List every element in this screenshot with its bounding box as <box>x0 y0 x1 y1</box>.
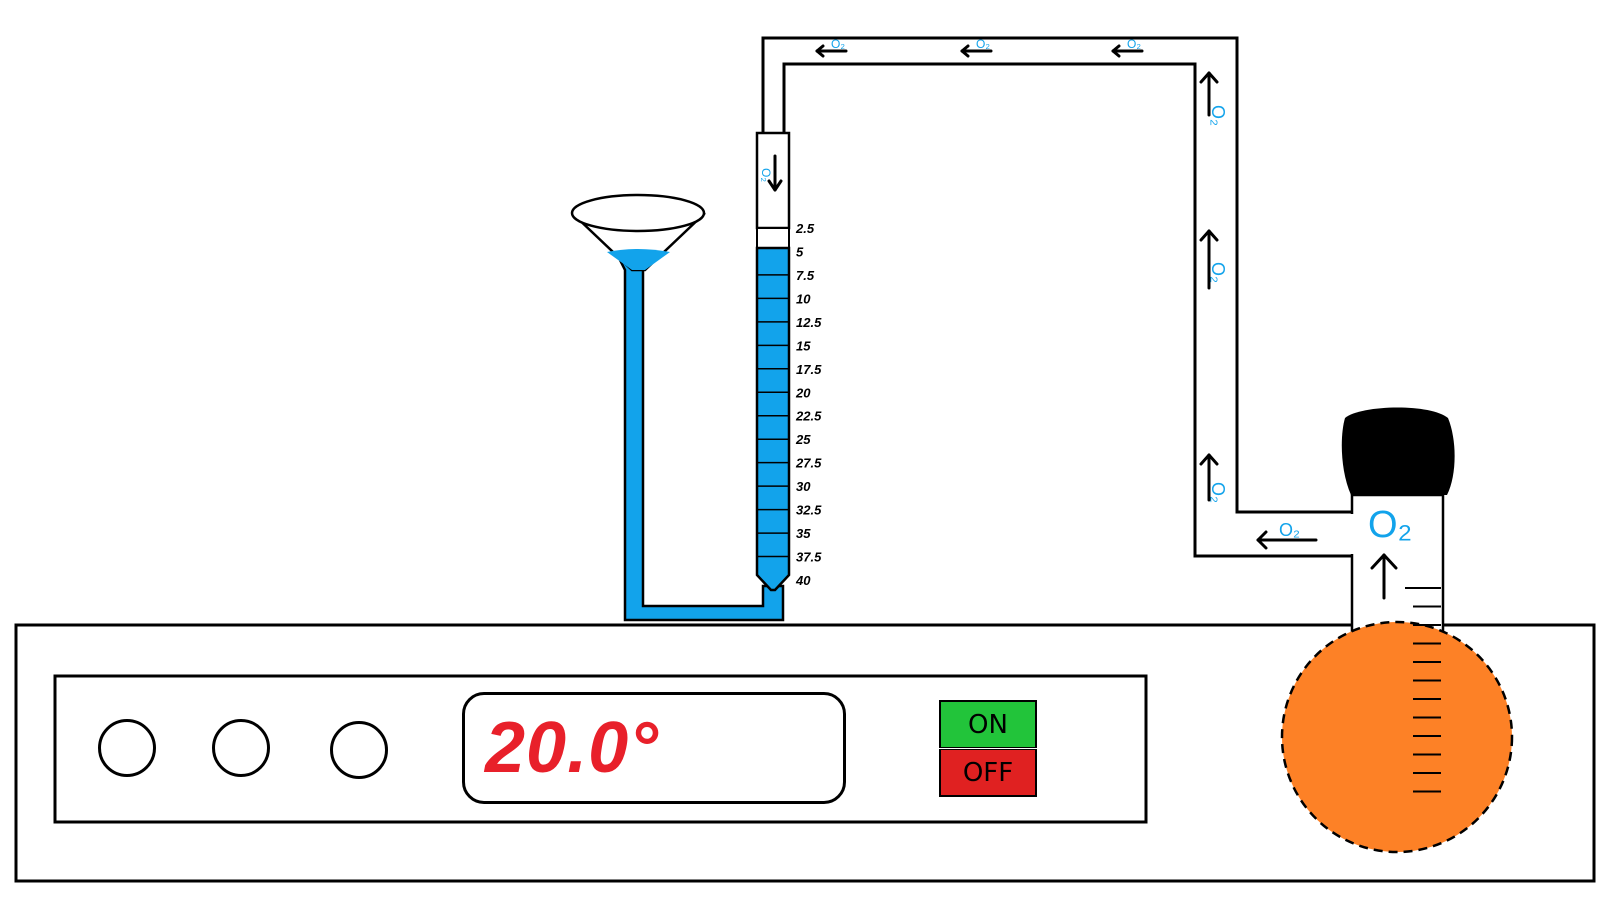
up-arrow-icon <box>1370 553 1398 600</box>
burette-scale-label: 37.5 <box>796 550 822 565</box>
burette-scale-label: 17.5 <box>796 362 822 377</box>
burette-scale-label: 15 <box>796 338 811 353</box>
off-button[interactable]: OFF <box>939 749 1037 797</box>
burette-air-gap <box>756 227 790 249</box>
funnel-water <box>607 249 670 270</box>
burette-scale-label: 22.5 <box>795 409 822 424</box>
burette-gas-space <box>755 131 791 230</box>
up-arrow-icon <box>1199 453 1219 502</box>
burette-liquid <box>755 246 791 592</box>
o2-label: O₂ <box>976 37 990 51</box>
o2-label: O₂ <box>831 37 845 51</box>
o2-label: O₂ <box>759 168 773 182</box>
tube-inner-wall <box>782 62 1352 558</box>
burette-scale-label: 10 <box>796 291 811 306</box>
burette-scale-label: 5 <box>796 244 804 259</box>
gas-flow-arrows <box>767 44 1398 600</box>
flask-stopper <box>1341 407 1455 495</box>
burette-scale-label: 30 <box>796 479 811 494</box>
on-button[interactable]: ON <box>939 700 1037 748</box>
up-arrow-icon <box>1199 71 1219 117</box>
o2-label: O₂ <box>1208 262 1228 283</box>
left-arrow-icon <box>815 44 848 58</box>
conical-flask <box>1280 407 1514 854</box>
o2-label: O₂ <box>1279 520 1300 540</box>
up-arrow-icon <box>1199 229 1219 290</box>
temperature-readout: 20.0° <box>485 708 659 788</box>
burette-scale-label: 35 <box>796 526 811 541</box>
burette-scale: 2.5 5 7.5 10 12.5 15 17.5 20 22.5 25 27.5 30 32.5 35 3… <box>795 221 822 588</box>
burette-scale-label: 7.5 <box>796 268 815 283</box>
control-knob-2[interactable] <box>212 719 270 777</box>
o2-label: O₂ <box>1127 37 1141 51</box>
left-arrow-icon <box>960 44 993 58</box>
burette-scale-label: 25 <box>795 432 811 447</box>
burette-scale-label: 40 <box>795 573 811 588</box>
control-knob-1[interactable] <box>98 719 156 777</box>
burette-scale-label: 2.5 <box>795 221 815 236</box>
burette-scale-label: 27.5 <box>795 456 822 471</box>
burette-scale-label: 20 <box>795 385 811 400</box>
burette: 2.5 5 7.5 10 12.5 15 17.5 20 22.5 25 27.5 30 32.5 35 3… <box>755 131 822 592</box>
down-arrow-icon <box>767 154 783 192</box>
o2-label: O₂ <box>1368 504 1412 546</box>
burette-scale-label: 12.5 <box>796 315 822 330</box>
flask-neck <box>1350 493 1445 637</box>
o2-label: O₂ <box>1208 482 1228 503</box>
flask-graduations <box>1405 587 1441 793</box>
tube-outer-wall <box>761 36 1352 514</box>
gas-tubing <box>761 36 1352 558</box>
burette-graduations <box>757 274 789 558</box>
left-arrow-icon <box>1111 44 1144 58</box>
flask-bulb <box>1280 620 1514 854</box>
control-knob-3[interactable] <box>330 721 388 779</box>
left-arrow-icon <box>1256 530 1318 550</box>
gas-labels: O₂ O₂ O₂ O₂ O₂ O₂ O₂ O₂ O₂ <box>759 37 1412 546</box>
burette-scale-label: 32.5 <box>796 503 822 518</box>
o2-label: O₂ <box>1208 105 1228 126</box>
temperature-display: 20.0° <box>462 692 846 804</box>
neck-joint <box>1342 514 1356 554</box>
funnel <box>570 193 785 622</box>
funnel-rim <box>570 193 706 233</box>
